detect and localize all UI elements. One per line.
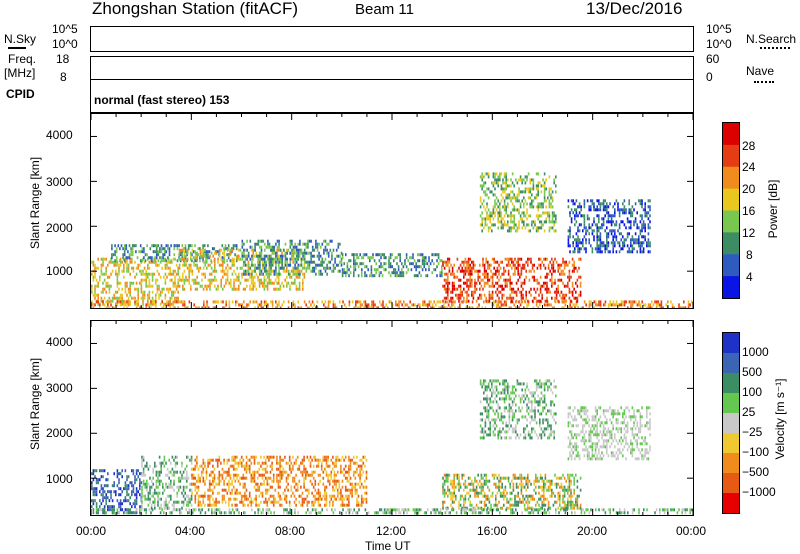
velocity-cb-swatch-0 [723,333,739,354]
xtick-0: 00:00 [76,524,107,538]
xtick-5: 20:00 [577,524,608,538]
velocity-cb-swatch-5 [723,433,739,454]
power-cb-swatch-5 [723,232,739,255]
velocity-cb-label: Velocity [m s⁻¹] [773,378,787,460]
power-cb-tick-20: 20 [742,182,756,196]
xtick-6: 00:00 [676,524,707,538]
power-cb-tick-4: 4 [746,270,753,284]
scatter-region-3 [241,239,343,276]
nsky-strip [90,26,694,52]
scatter-region-1 [141,455,193,510]
vel-cb-tick-n1000: −1000 [742,485,776,499]
velocity-panel [90,320,694,516]
scatter-region-8 [341,253,443,278]
power-ytick-2000: 2000 [46,221,73,235]
scatter-region-3 [442,473,582,510]
scatter-region-5 [442,257,582,303]
scatter-region-7 [567,199,651,254]
power-ylabel: Slant Range [km] [28,156,42,249]
velocity-ytick-4000: 4000 [46,335,73,349]
nsearch-tick-bottom: 10^0 [706,37,732,51]
power-ytick-1000: 1000 [46,264,73,278]
velocity-cb-swatch-2 [723,373,739,394]
xtick-2: 08:00 [275,524,306,538]
beam-label: Beam 11 [355,1,414,18]
nave-label: Nave [746,64,775,78]
vel-cb-tick-100: 100 [742,385,763,399]
power-cb-tick-8: 8 [746,248,753,262]
velocity-svg-ticks [91,321,693,515]
power-cb-tick-12: 12 [742,226,756,240]
nave-legend-line [754,81,774,83]
nsearch-label: N.Search [746,32,797,46]
velocity-heatmap [91,321,693,515]
vel-cb-tick-n100: −100 [742,445,770,459]
power-ytick-3000: 3000 [46,175,73,189]
nsky-legend-line [8,47,26,49]
velocity-cb-swatch-8 [723,493,739,513]
scatter-region-4 [479,379,557,440]
nave-tick-bottom: 0 [706,70,713,84]
vel-cb-tick-500: 500 [742,365,763,379]
xlabel: Time UT [365,539,411,553]
velocity-colorbar [722,332,740,514]
power-colorbar [722,122,740,299]
xtick-1: 04:00 [175,524,206,538]
velocity-cb-swatch-7 [723,473,739,494]
power-cb-tick-16: 16 [742,204,756,218]
velocity-cb-swatch-6 [723,453,739,474]
power-cb-swatch-6 [723,254,739,277]
scatter-region-6 [95,508,693,515]
power-ytick-4000: 4000 [46,128,73,142]
cpid-label: CPID [6,87,35,101]
freq-tick-top: 18 [56,52,70,66]
power-cb-swatch-7 [723,276,739,298]
scatter-region-0 [91,257,179,306]
power-cb-swatch-4 [723,210,739,233]
freq-label: Freq. [8,52,37,66]
freq-strip [90,56,694,80]
velocity-cb-swatch-4 [723,413,739,434]
freq-unit: [MHz] [4,66,36,80]
power-cb-tick-28: 28 [742,139,756,153]
vel-cb-tick-n500: −500 [742,465,770,479]
scatter-region-6 [479,172,557,233]
scatter-region-0 [91,469,143,515]
power-heatmap [91,114,693,308]
cpid-strip [90,80,694,113]
station-title: Zhongshan Station (fitACF) [92,0,298,18]
velocity-ylabel: Slant Range [km] [28,357,42,450]
velocity-ytick-2000: 2000 [46,426,73,440]
vel-cb-tick-1000: 1000 [742,345,769,359]
power-svg-ticks [91,114,693,308]
nsearch-legend-line [760,47,790,49]
power-cb-swatch-3 [723,188,739,212]
vel-cb-tick-n25: −25 [742,425,763,439]
xtick-4: 16:00 [477,524,508,538]
cpid-text: normal (fast stereo) 153 [94,93,230,107]
vel-cb-tick-25: 25 [742,405,756,419]
scatter-region-5 [567,406,651,461]
power-cb-tick-24: 24 [742,160,756,174]
nsearch-tick-top: 10^5 [706,22,732,36]
power-cb-label: Power [dB] [766,179,780,239]
nsky-tick-bottom: 10^0 [52,37,78,51]
nsky-label: N.Sky [4,32,37,46]
freq-tick-bottom: 8 [60,70,67,84]
date-label: 13/Dec/2016 [586,0,683,18]
velocity-ytick-1000: 1000 [46,472,73,486]
nsky-tick-top: 10^5 [52,22,78,36]
velocity-cb-swatch-1 [723,353,739,374]
power-cb-swatch-0 [723,123,739,146]
power-cb-swatch-2 [723,166,739,190]
nave-tick-top: 60 [706,52,720,66]
power-panel [90,113,694,309]
xtick-3: 12:00 [376,524,407,538]
scatter-region-2 [191,455,368,507]
power-cb-swatch-1 [723,144,739,168]
scatter-region-4 [91,300,693,308]
velocity-cb-swatch-3 [723,393,739,414]
velocity-ytick-3000: 3000 [46,381,73,395]
